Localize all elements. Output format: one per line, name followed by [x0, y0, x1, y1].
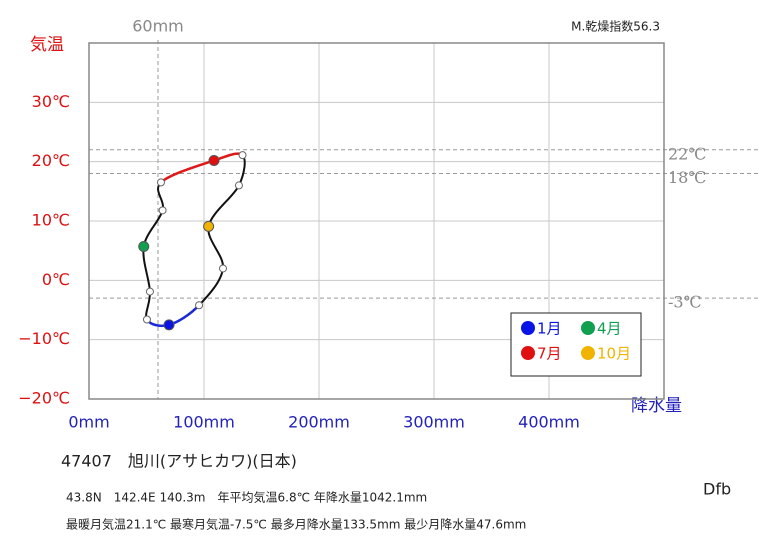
reference-label: 18℃	[668, 168, 706, 187]
y-tick-label: 30℃	[32, 92, 70, 111]
legend-marker	[581, 346, 595, 360]
month-point	[145, 287, 154, 296]
x-tick-label: 200mm	[288, 413, 350, 432]
y-tick-label: −10℃	[18, 329, 70, 348]
month-point	[158, 206, 167, 215]
legend-marker	[521, 321, 535, 335]
reference-label: -3℃	[668, 293, 701, 312]
month-point	[234, 181, 243, 190]
y-axis-title: 気温	[30, 35, 64, 55]
legend-label: 1月	[537, 320, 562, 338]
y-tick-label: 10℃	[32, 211, 70, 230]
y-tick-label: −20℃	[18, 389, 70, 408]
month-point	[238, 151, 247, 160]
month-point	[163, 319, 175, 331]
reference-label: 60mm	[132, 17, 184, 36]
y-tick-label: 0℃	[42, 270, 70, 289]
station: 47407 旭川(アサヒカワ)(日本)	[61, 452, 297, 471]
x-tick-label: 400mm	[518, 413, 580, 432]
month-point	[156, 178, 165, 187]
x-tick-label: 0mm	[68, 413, 109, 432]
legend-label: 7月	[537, 345, 562, 363]
info-line: 43.8N 142.4E 140.3m 年平均気温6.8℃ 年降水量1042.1…	[66, 490, 427, 505]
x-tick-label: 300mm	[403, 413, 465, 432]
legend-marker	[521, 346, 535, 360]
x-axis-title: 降水量	[631, 396, 682, 416]
x-tick-label: 100mm	[173, 413, 235, 432]
plot-frame	[88, 42, 665, 400]
month-point	[142, 315, 151, 324]
month-point	[138, 241, 150, 253]
y-tick-label: 20℃	[32, 151, 70, 170]
reference-label: 22℃	[668, 144, 706, 163]
month-point	[203, 220, 215, 232]
dryness-index: M.乾燥指数56.3	[571, 19, 660, 34]
info-line: 最暖月気温21.1℃ 最寒月気温-7.5℃ 最多月降水量133.5mm 最少月降…	[66, 517, 526, 532]
legend-marker	[581, 321, 595, 335]
month-point	[208, 154, 220, 166]
month-point	[218, 264, 227, 273]
climate-class: Dfb	[703, 480, 731, 499]
legend-label: 10月	[597, 345, 631, 363]
legend-label: 4月	[597, 320, 622, 338]
month-point	[195, 301, 204, 310]
